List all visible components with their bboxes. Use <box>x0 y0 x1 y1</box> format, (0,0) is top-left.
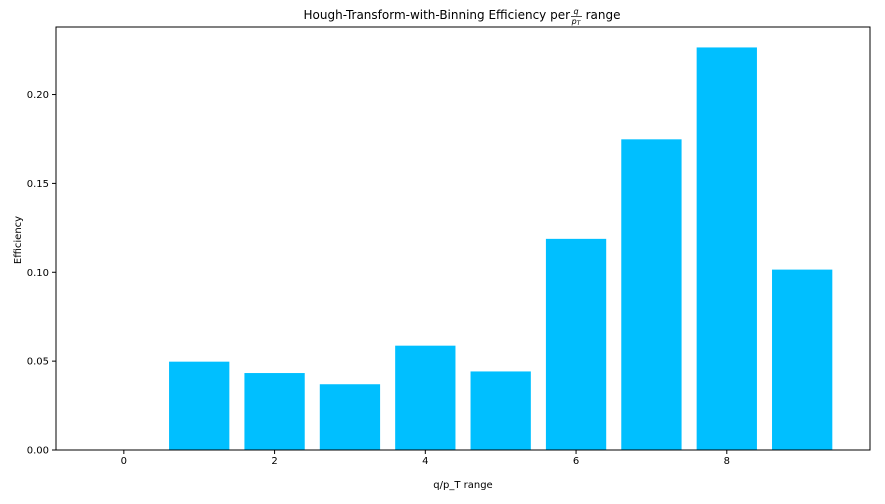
bar-3 <box>319 384 381 450</box>
bar-9 <box>772 269 833 450</box>
y-tick-label: 0.05 <box>27 357 49 368</box>
y-tick-label: 0.10 <box>27 268 49 279</box>
y-ticks-group: 0.00 0.05 0.10 0.15 0.20 <box>27 90 56 457</box>
x-tick-label: 2 <box>271 456 277 467</box>
bars-group <box>169 47 833 450</box>
bar-1 <box>169 361 230 450</box>
x-tick-label: 4 <box>422 456 428 467</box>
x-axis-label: q/p_T range <box>433 480 492 491</box>
y-axis-label: Efficiency <box>13 216 24 264</box>
bar-7 <box>621 139 682 450</box>
x-tick-label: 6 <box>573 456 579 467</box>
y-tick-label: 0.20 <box>27 90 49 101</box>
bar-2 <box>244 373 305 450</box>
chart-title-suffix: range <box>582 8 621 22</box>
y-tick-label: 0.00 <box>27 446 49 457</box>
title-fraction-denominator-sub: T <box>577 20 582 27</box>
bar-8 <box>696 47 757 450</box>
title-fraction-denominator: pT <box>571 17 582 27</box>
bar-4 <box>395 345 456 450</box>
title-fraction-numerator: q <box>573 7 578 16</box>
title-fraction: q pT <box>571 7 582 27</box>
x-tick-label: 8 <box>724 456 730 467</box>
title-fraction-denominator-main: p <box>571 17 577 26</box>
x-ticks-group: 0 2 4 6 8 <box>121 450 730 467</box>
x-tick-label: 0 <box>121 456 127 467</box>
chart-title-prefix: Hough-Transform-with-Binning Efficiency … <box>304 8 574 22</box>
bar-6 <box>545 238 607 450</box>
y-tick-label: 0.15 <box>27 179 49 190</box>
chart-title: Hough-Transform-with-Binning Efficiency … <box>304 8 621 22</box>
bar-5 <box>470 371 531 450</box>
axes-frame <box>55 26 871 451</box>
